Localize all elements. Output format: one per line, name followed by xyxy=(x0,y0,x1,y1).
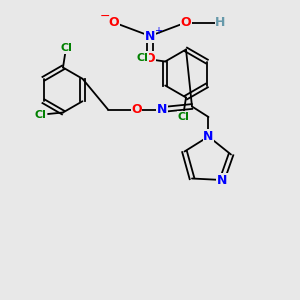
Text: Cl: Cl xyxy=(137,53,149,64)
Text: −: − xyxy=(100,10,110,23)
Text: Cl: Cl xyxy=(60,43,72,53)
Text: O: O xyxy=(145,52,155,65)
Text: Cl: Cl xyxy=(34,110,46,121)
Text: N: N xyxy=(145,29,155,43)
Text: N: N xyxy=(203,130,214,143)
Text: N: N xyxy=(157,103,167,116)
Text: O: O xyxy=(109,16,119,29)
Text: +: + xyxy=(154,26,162,36)
Text: O: O xyxy=(131,103,142,116)
Text: O: O xyxy=(181,16,191,29)
Text: H: H xyxy=(215,16,226,29)
Text: N: N xyxy=(217,173,227,187)
Text: Cl: Cl xyxy=(177,112,189,122)
